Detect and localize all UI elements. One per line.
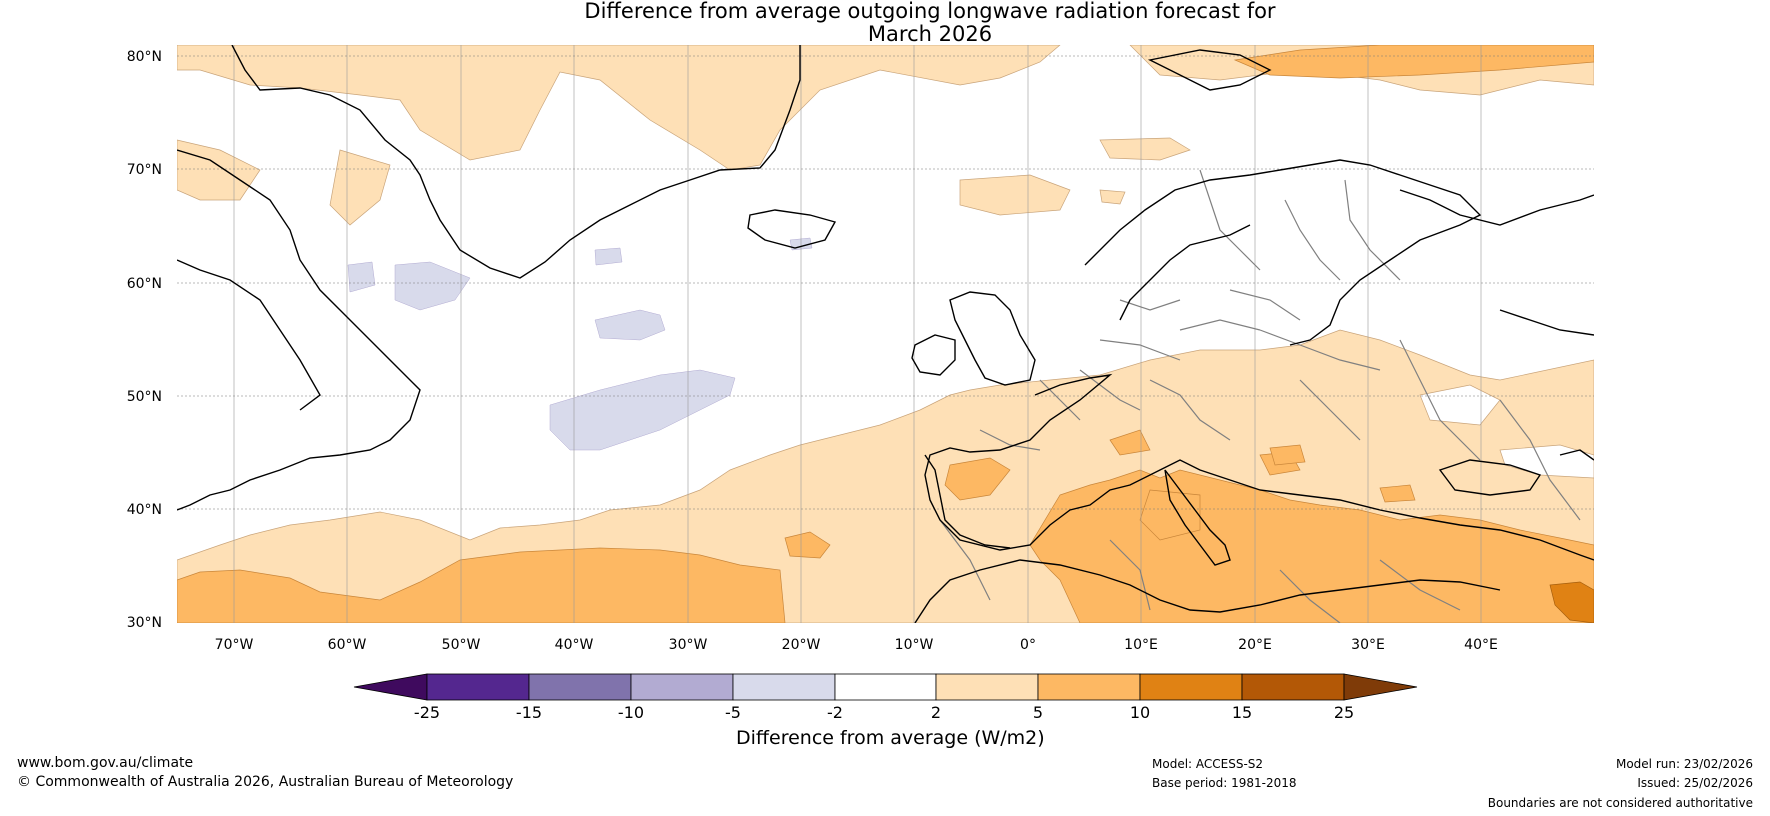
lat-label: 50°N (127, 389, 162, 405)
colorbar-bin (630, 673, 734, 701)
scandinavia-coast (1084, 159, 1482, 346)
copyright-text: © Commonwealth of Australia 2026, Austra… (17, 774, 514, 790)
ireland-coast (911, 334, 956, 376)
colorbar-tick: 15 (1231, 703, 1253, 722)
sweden-coast (1119, 224, 1251, 321)
lon-label: 30°E (1351, 637, 1385, 653)
colorbar-bin (1139, 673, 1243, 701)
colorbar-bin (1037, 673, 1141, 701)
lon-label: 20°E (1238, 637, 1272, 653)
colorbar-tick: 25 (1333, 703, 1355, 722)
anomaly-5-10-areas (177, 45, 1594, 623)
colorbar-tick: -10 (617, 703, 645, 722)
colorbar-bin (834, 673, 937, 701)
lon-label: 20°W (782, 637, 821, 653)
colorbar-tick: 2 (930, 703, 942, 722)
lat-label: 30°N (127, 615, 162, 631)
lon-label: 40°E (1464, 637, 1498, 653)
coastlines (177, 45, 1594, 623)
lat-label: 60°N (127, 276, 162, 292)
black-sea-coast (1438, 459, 1542, 496)
white-sea-coast (1499, 309, 1594, 336)
anomaly-neg2-5-areas (347, 237, 813, 451)
colorbar-bin (732, 673, 836, 701)
title-line-1: Difference from average outgoing longwav… (584, 0, 1276, 23)
caspian-coast (1559, 449, 1594, 461)
labrador-coast (177, 259, 321, 411)
graticule-parallels (177, 55, 1594, 510)
colorbar-tick: -25 (413, 703, 441, 722)
lon-label: 40°W (555, 637, 594, 653)
map-title: Difference from average outgoing longwav… (0, 0, 1770, 46)
site-link[interactable]: www.bom.gov.au/climate (17, 755, 194, 771)
iceland-coast (747, 209, 837, 249)
base-period-text: Base period: 1981-2018 (1152, 776, 1297, 790)
europe-coast (924, 373, 1594, 561)
anomaly-10-15-areas (1549, 581, 1594, 623)
colorbar (353, 673, 1418, 701)
lon-label: 10°W (895, 637, 934, 653)
lon-label: 70°W (215, 637, 254, 653)
lat-label: 80°N (127, 49, 162, 65)
lon-label: 30°W (669, 637, 708, 653)
title-line-2: March 2026 (867, 22, 993, 46)
canada-coast (177, 149, 421, 511)
issued-text: Issued: 25/02/2026 (1637, 776, 1753, 790)
colorbar-bin (935, 673, 1039, 701)
iberia-coast (924, 454, 1011, 549)
colorbar-tick: -15 (515, 703, 543, 722)
lat-label: 40°N (127, 502, 162, 518)
map-panel (177, 45, 1594, 623)
graticule-meridians (233, 45, 1482, 623)
latitude-labels: 80°N 70°N 60°N 50°N 40°N 30°N (127, 49, 162, 631)
lat-label: 70°N (127, 162, 162, 178)
lon-label: 0° (1020, 637, 1036, 653)
greenland-coast (231, 45, 801, 279)
lon-label: 50°W (442, 637, 481, 653)
colorbar-extend-high (1343, 673, 1418, 701)
colorbar-title: Difference from average (W/m2) (736, 727, 1045, 749)
colorbar-tick: -2 (827, 703, 843, 722)
colorbar-tick: 5 (1032, 703, 1044, 722)
colorbar-tick: 10 (1129, 703, 1151, 722)
colorbar-bin (426, 673, 530, 701)
colorbar-bin (528, 673, 632, 701)
longitude-labels: 70°W 60°W 50°W 40°W 30°W 20°W 10°W 0° 10… (215, 637, 1498, 653)
british-isles-coast (949, 291, 1036, 386)
model-run-text: Model run: 23/02/2026 (1615, 757, 1753, 771)
africa-coast (914, 559, 1501, 623)
disclaimer-text: Boundaries are not considered authoritat… (1487, 796, 1753, 810)
russia-coast (1399, 189, 1594, 226)
country-borders (939, 169, 1581, 623)
model-text: Model: ACCESS-S2 (1152, 757, 1264, 771)
lon-label: 10°E (1124, 637, 1158, 653)
lon-label: 60°W (328, 637, 367, 653)
colorbar-tick: -5 (725, 703, 741, 722)
colorbar-extend-low (353, 673, 428, 701)
colorbar-bin (1241, 673, 1345, 701)
svalbard-coast (1147, 49, 1272, 91)
italy-coast (1164, 469, 1231, 566)
